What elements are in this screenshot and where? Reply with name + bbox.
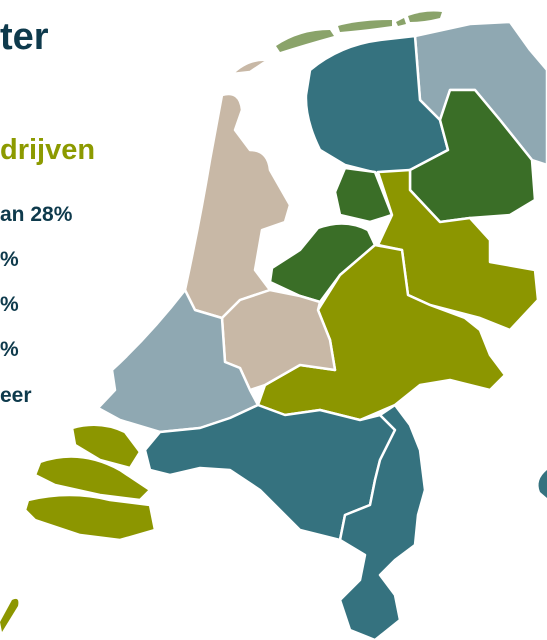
edge-shape <box>538 470 547 498</box>
texel <box>230 58 270 76</box>
legend-item: eer <box>0 384 32 407</box>
wadden-islands <box>276 11 442 52</box>
legend-item: % <box>0 293 19 316</box>
flevoland <box>268 222 377 304</box>
noord-holland <box>183 92 292 320</box>
legend-item: % <box>0 338 19 361</box>
subtitle: drijven <box>0 134 96 166</box>
legend-item: % <box>0 248 19 271</box>
noordoostpolder <box>333 166 394 224</box>
limburg <box>338 403 427 640</box>
zeeland <box>23 423 157 542</box>
title: ter <box>0 16 49 58</box>
legend-item: an 28% <box>0 203 73 226</box>
edge-shape <box>0 598 19 632</box>
zuid-holland <box>96 288 260 434</box>
